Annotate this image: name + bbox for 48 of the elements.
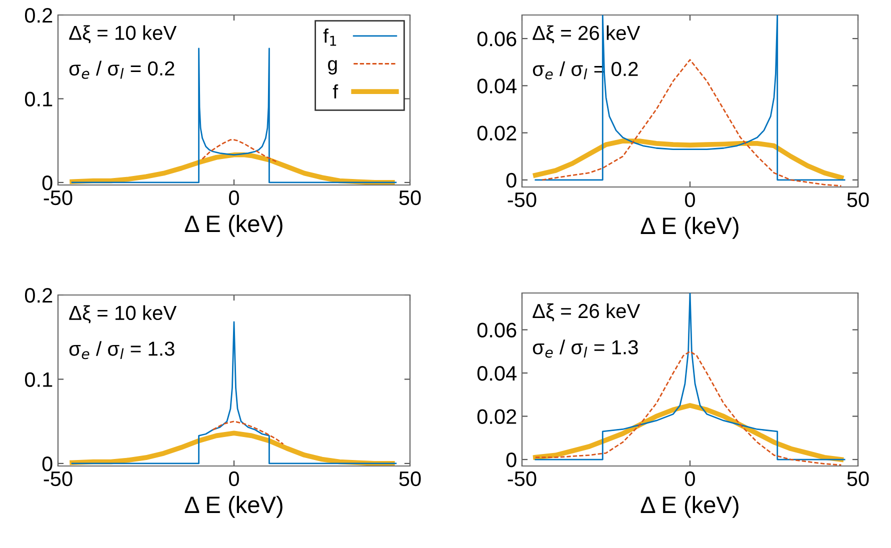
x-tick-label: 50	[399, 471, 421, 486]
x-tick-label: 50	[847, 192, 869, 208]
annotation: σ$_{e}$ / σ$_{l}$ = 0.2	[69, 60, 174, 79]
x-axis-title: Δ E (keV)	[640, 216, 738, 239]
line-series	[533, 403, 844, 462]
x-tick-label: -50	[508, 192, 536, 208]
y-tick-label: 0.04	[477, 366, 517, 381]
line-series	[70, 430, 395, 466]
y-tick-label: 0	[42, 456, 52, 472]
x-tick-label: 0	[685, 192, 695, 208]
annotation: Δξ = 26 keV	[532, 25, 640, 44]
y-tick-label: 0	[42, 175, 52, 190]
annotation: Δξ = 10 keV	[69, 25, 177, 44]
y-tick-label: 0.1	[24, 372, 52, 387]
x-tick-label: 0	[229, 190, 239, 206]
annotation: Δξ = 26 keV	[532, 303, 640, 322]
x-tick-label: -50	[508, 471, 536, 486]
legend-label: f	[332, 84, 338, 98]
y-tick-label: 0.06	[477, 322, 516, 338]
x-axis-title: Δ E (keV)	[184, 496, 282, 518]
x-tick-label: 0	[685, 471, 695, 486]
y-tick-label: 0.06	[477, 32, 516, 46]
annotation: σ$_{e}$ / σ$_{l}$ = 1.3	[69, 341, 174, 360]
y-tick-label: 0	[506, 452, 516, 468]
y-tick-label: 0	[506, 172, 516, 188]
line-series	[534, 15, 846, 181]
x-tick-label: 50	[847, 471, 869, 486]
y-tick-label: 0.2	[24, 8, 52, 23]
x-axis-title: Δ E (keV)	[184, 214, 282, 237]
legend-label: g	[328, 60, 337, 75]
line-series	[71, 48, 397, 184]
legend-label: f$_{1}$	[323, 28, 336, 46]
annotation: σ$_{e}$ / σ$_{l}$ = 1.3	[532, 340, 638, 358]
x-tick-label: -50	[44, 190, 72, 206]
x-tick-label: -50	[44, 471, 72, 486]
line-series	[533, 138, 844, 180]
line-series	[212, 420, 284, 445]
annotation: Δξ = 10 keV	[69, 305, 177, 324]
y-tick-label: 0.02	[477, 409, 516, 424]
line-series	[202, 139, 277, 162]
x-tick-label: 0	[229, 471, 239, 486]
x-axis-title: Δ E (keV)	[640, 496, 738, 518]
y-tick-label: 0.1	[24, 92, 52, 106]
y-tick-label: 0.2	[24, 288, 52, 303]
y-tick-label: 0.02	[477, 126, 516, 141]
y-tick-label: 0.04	[477, 78, 517, 94]
x-tick-label: 50	[399, 190, 421, 206]
line-series	[534, 293, 846, 460]
